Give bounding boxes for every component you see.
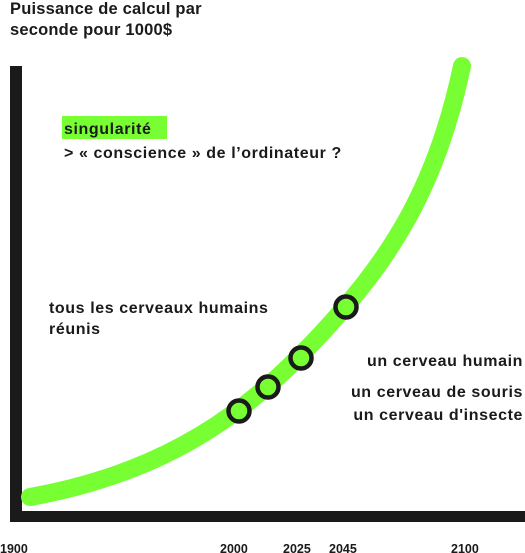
x-tick-1900: 1900	[0, 542, 28, 553]
x-tick-2000: 2000	[220, 542, 248, 553]
milestone-marker-4	[333, 294, 359, 320]
milestone-marker-2	[255, 374, 281, 400]
y-axis	[10, 66, 22, 522]
annotation-all-human-brains-line-2: réunis	[49, 321, 101, 338]
milestone-marker-3	[288, 345, 314, 371]
chart-title: Puissance de calcul par seconde pour 100…	[10, 0, 207, 39]
milestone-markers	[226, 294, 359, 424]
singularity-label: singularité	[64, 121, 152, 138]
singularity-highlight	[62, 116, 167, 139]
annotation-all-human-brains-line-1: tous les cerveaux humains	[49, 300, 269, 317]
milestone-marker-1	[226, 398, 252, 424]
x-tick-labels: 1900 2000 2025 2045 2100	[0, 542, 479, 553]
x-axis	[10, 511, 525, 522]
growth-curve	[21, 57, 471, 506]
singularity-text: > « conscience » de l’ordinateur ?	[64, 145, 342, 162]
annotation-insect-brain: un cerveau d'insecte	[353, 407, 523, 424]
axes	[10, 66, 525, 522]
annotation-mouse-brain: un cerveau de souris	[351, 384, 523, 401]
x-tick-2045: 2045	[329, 542, 357, 553]
annotation-all-human-brains: tous les cerveaux humains réunis	[49, 300, 274, 338]
x-tick-2100: 2100	[451, 542, 479, 553]
chart-title-line-2: seconde pour 1000$	[10, 21, 172, 39]
chart-title-line-1: Puissance de calcul par	[10, 0, 202, 18]
x-tick-2025: 2025	[283, 542, 311, 553]
annotation-human-brain: un cerveau humain	[367, 353, 523, 370]
